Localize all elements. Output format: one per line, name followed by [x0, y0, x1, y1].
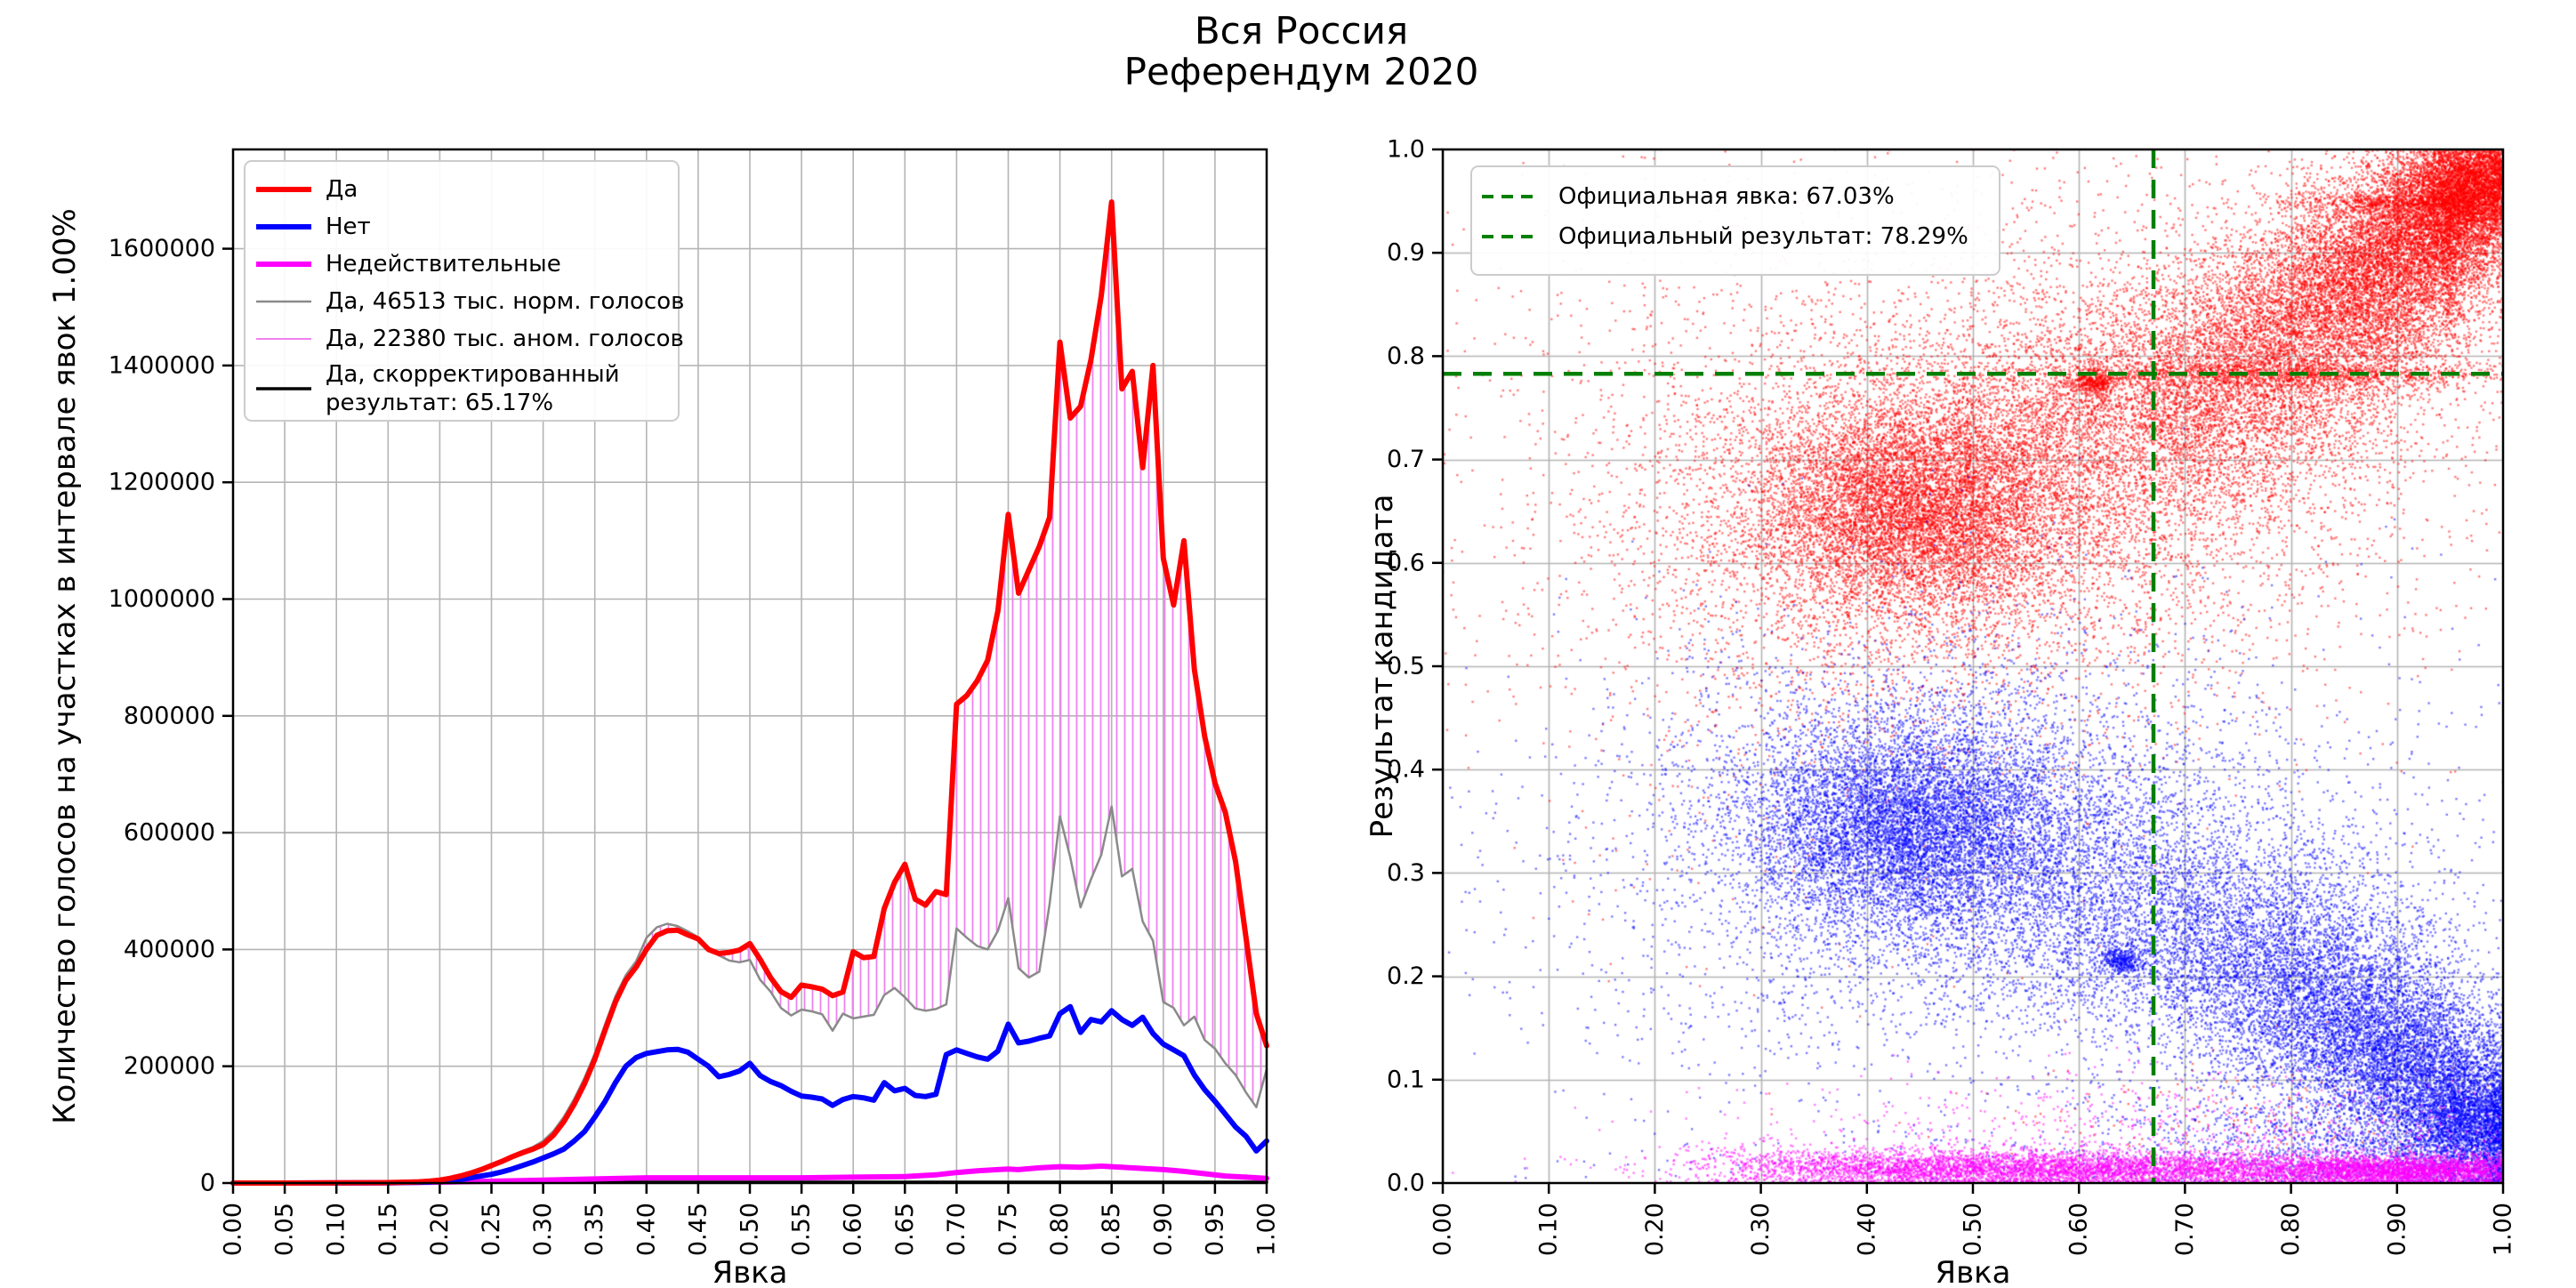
- legend-item: Официальный результат: 78.29%: [1482, 223, 1968, 250]
- legend-label: Да, скорректированный: [326, 361, 620, 388]
- figure-title: Вся Россия Референдум 2020: [665, 11, 1937, 93]
- right-legend: Официальная явка: 67.03% Официальный резу…: [1470, 165, 2000, 276]
- x-tick-label: 0.80: [2277, 1203, 2305, 1256]
- legend-item: Да, 46513 тыс. норм. голосов: [256, 288, 684, 315]
- x-tick-label: 0.30: [529, 1203, 557, 1256]
- x-tick-label: 0.10: [1535, 1203, 1563, 1256]
- right-xaxis-label: Явка: [1935, 1255, 2010, 1288]
- right-plot-frame: [1441, 148, 2505, 1185]
- x-tick-label: 0.20: [426, 1203, 454, 1256]
- x-tick-label: 0.10: [323, 1203, 350, 1256]
- x-tick-label: 0.70: [943, 1203, 970, 1256]
- right-ticks: 0.00 0.10 0.20 0.30 0.40 0.50 0.60 0.70 0.80 0.90…: [1387, 136, 2516, 1257]
- y-tick-label: 0.5: [1387, 653, 1425, 680]
- x-tick-label: 1.00: [2490, 1203, 2517, 1256]
- x-tick-label: 0.60: [2065, 1203, 2093, 1256]
- legend-label: Официальная явка: 67.03%: [1558, 183, 1895, 210]
- y-tick-label: 800000: [124, 702, 215, 729]
- y-tick-label: 0.2: [1387, 962, 1425, 990]
- x-tick-label: 0.40: [632, 1203, 660, 1256]
- y-tick-label: 1400000: [109, 351, 215, 379]
- y-tick-label: 0.7: [1387, 446, 1425, 473]
- series-line-nedeistvitelnye: [230, 1163, 1269, 1186]
- x-tick-label: 0.15: [374, 1203, 402, 1256]
- x-tick-label: 0.55: [788, 1203, 816, 1256]
- x-tick-label: 0.70: [2171, 1203, 2199, 1256]
- left-ticks: 0.00 0.05 0.10 0.15 0.20 0.25 0.30 0.35 0.40 0.45…: [109, 235, 1281, 1256]
- x-tick-label: 0.45: [684, 1203, 712, 1256]
- x-tick-label: 0.00: [1429, 1203, 1457, 1256]
- x-tick-label: 0.05: [271, 1203, 299, 1256]
- legend-item: Недействительные: [256, 251, 561, 278]
- legend-item: Да: [256, 176, 358, 203]
- right-legend-box: [1470, 165, 2000, 276]
- y-tick-label: 0.4: [1387, 756, 1425, 784]
- x-tick-label: 0.30: [1747, 1203, 1775, 1256]
- y-tick-label: 0.8: [1387, 342, 1425, 370]
- series-line-da: [230, 199, 1269, 1186]
- left-plot: 0.00 0.05 0.10 0.15 0.20 0.25 0.30 0.35 0.40 0.45…: [47, 148, 1281, 1288]
- x-tick-label: 0.95: [1201, 1203, 1228, 1256]
- x-tick-label: 0.65: [891, 1203, 919, 1256]
- legend-label: Официальный результат: 78.29%: [1558, 223, 1968, 250]
- x-tick-label: 0.25: [478, 1203, 505, 1256]
- right-yaxis-label: Результат кандидата: [1364, 495, 1400, 839]
- legend-label: Да, 46513 тыс. норм. голосов: [326, 288, 684, 315]
- x-tick-label: 0.50: [737, 1203, 764, 1256]
- x-tick-label: 0.60: [840, 1203, 867, 1256]
- y-tick-label: 0: [200, 1170, 215, 1197]
- right-plot: 0.00 0.10 0.20 0.30 0.40 0.50 0.60 0.70 0.80 0.90…: [1364, 136, 2517, 1288]
- y-tick-label: 200000: [124, 1052, 215, 1080]
- left-legend: Да Нет Недействительные Да, 46513 тыс. норм…: [244, 160, 684, 422]
- y-tick-label: 1.0: [1387, 136, 1425, 164]
- x-tick-label: 0.00: [220, 1203, 247, 1256]
- y-tick-label: 600000: [124, 819, 215, 847]
- x-tick-label: 0.80: [1046, 1203, 1074, 1256]
- legend-item: Официальная явка: 67.03%: [1482, 183, 1895, 210]
- y-tick-label: 400000: [124, 936, 215, 963]
- legend-label: Да: [326, 176, 358, 203]
- y-tick-label: 0.1: [1387, 1066, 1425, 1093]
- y-tick-label: 0.3: [1387, 859, 1425, 887]
- legend-label: Недействительные: [326, 251, 561, 278]
- scatter-plot-canvas: [1443, 149, 2503, 1183]
- x-tick-label: 1.00: [1253, 1203, 1281, 1256]
- figure-title-line2: Референдум 2020: [1123, 50, 1479, 93]
- legend-label: Да, 22380 тыс. аном. голосов: [326, 326, 684, 352]
- y-tick-label: 1000000: [109, 585, 215, 613]
- y-tick-label: 0.0: [1387, 1170, 1425, 1197]
- anomalous-votes-fill: [233, 202, 1267, 1184]
- figure-title-line1: Вся Россия: [1194, 9, 1409, 52]
- legend-item: Нет: [256, 213, 371, 240]
- x-tick-label: 0.40: [1853, 1203, 1880, 1256]
- x-tick-label: 0.50: [1960, 1203, 1987, 1256]
- series-line-net: [230, 1003, 1269, 1186]
- y-tick-label: 1200000: [109, 469, 215, 496]
- y-tick-label: 1600000: [109, 235, 215, 262]
- x-tick-label: 0.85: [1098, 1203, 1125, 1256]
- legend-label: Нет: [326, 213, 371, 240]
- y-tick-label: 0.6: [1387, 549, 1425, 576]
- left-yaxis-label: Количество голосов на участках в интерва…: [47, 208, 83, 1124]
- legend-label: результат: 65.17%: [326, 390, 553, 416]
- x-tick-label: 0.90: [1149, 1203, 1177, 1256]
- left-xaxis-label: Явка: [712, 1255, 787, 1288]
- left-legend-box: [244, 160, 680, 422]
- x-tick-label: 0.75: [994, 1203, 1022, 1256]
- x-tick-label: 0.35: [581, 1203, 608, 1256]
- y-tick-label: 0.9: [1387, 239, 1425, 267]
- legend-item: Да, 22380 тыс. аном. голосов: [256, 326, 684, 352]
- x-tick-label: 0.20: [1641, 1203, 1669, 1256]
- x-tick-label: 0.90: [2383, 1203, 2411, 1256]
